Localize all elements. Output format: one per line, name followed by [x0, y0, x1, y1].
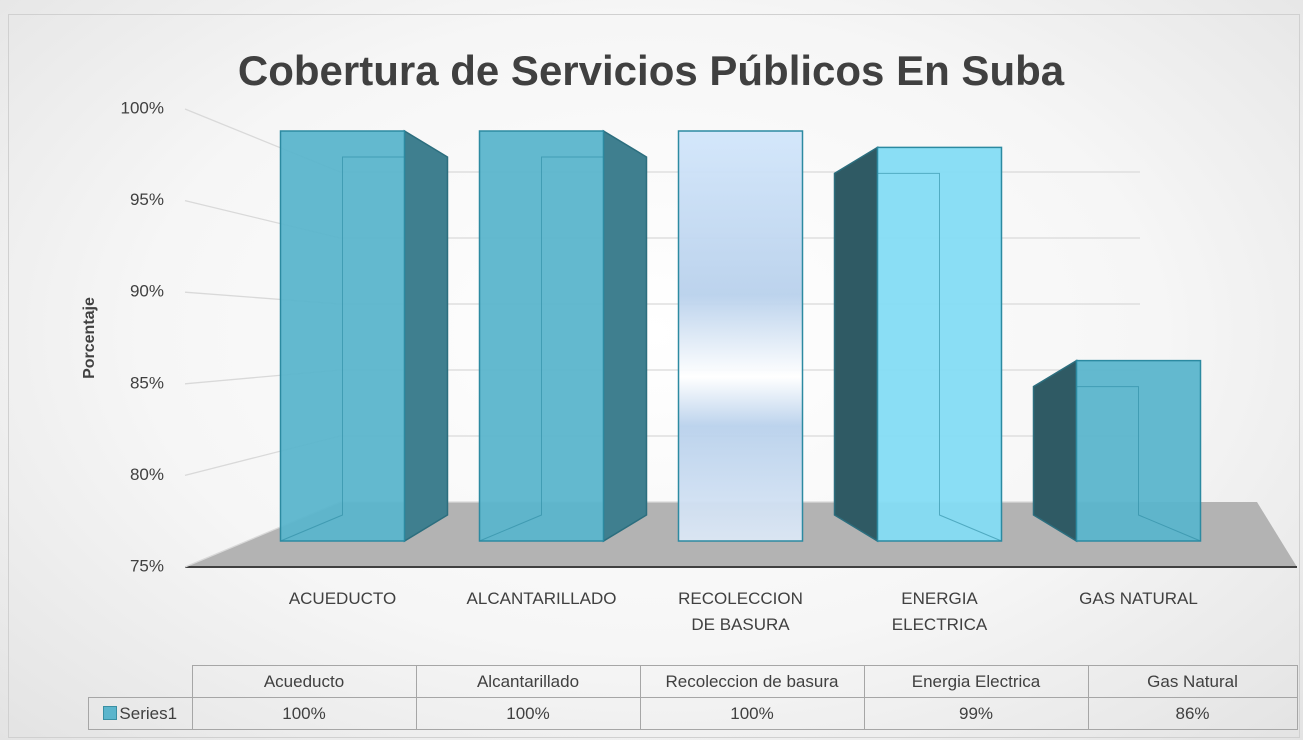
bar-edge: [1076, 386, 1201, 542]
table-header: Gas Natural: [1087, 665, 1298, 698]
x-tick-label: ALCANTARILLADO: [466, 589, 617, 608]
bar-side: [1032, 359, 1078, 543]
x-tick-label: GAS NATURAL: [1079, 589, 1198, 608]
y-tick-label: 85%: [130, 373, 164, 392]
bar-edge: [877, 172, 1002, 542]
bar-group: [478, 129, 648, 543]
chart-title: Cobertura de Servicios Públicos En Suba: [238, 47, 1065, 94]
table-value: 100%: [639, 697, 865, 730]
legend-cell: Series1: [88, 697, 193, 730]
y-axis-title: Porcentaje: [81, 297, 98, 379]
table-header: Alcantarillado: [415, 665, 641, 698]
bar-edge: [280, 156, 405, 542]
x-tick-label: RECOLECCION DE BASURA: [678, 589, 803, 634]
bar-side: [403, 129, 449, 543]
y-tick-label: 100%: [121, 98, 164, 117]
table-corner: [88, 665, 192, 698]
bar-side: [602, 129, 648, 543]
y-tick-label: 90%: [130, 282, 164, 301]
bar: [677, 130, 804, 542]
y-tick-label: 75%: [130, 556, 164, 575]
y-tick-label: 95%: [130, 190, 164, 209]
x-tick-label: ENERGIA ELECTRICA: [891, 589, 988, 634]
y-tick-label: 80%: [130, 465, 164, 484]
table-header: Recoleccion de basura: [639, 665, 865, 698]
table-header: Acueducto: [191, 665, 417, 698]
bar-side: [833, 146, 879, 543]
bar-group: [1032, 359, 1202, 543]
bar-group: [833, 146, 1003, 543]
table-value: 86%: [1087, 697, 1298, 730]
legend-label: Series1: [119, 703, 178, 723]
bar-edge: [479, 156, 604, 542]
table-header: Energia Electrica: [863, 665, 1089, 698]
table-value: 99%: [863, 697, 1089, 730]
bar-group: [279, 129, 449, 543]
legend-key: [103, 705, 118, 720]
data-table: Acueducto Alcantarillado Recoleccion de ba…: [88, 665, 1298, 730]
table-value: 100%: [415, 697, 641, 730]
chart-border: [8, 14, 1300, 738]
bar-group: [677, 130, 804, 542]
x-tick-label: ACUEDUCTO: [288, 589, 397, 608]
table-value: 100%: [191, 697, 417, 730]
